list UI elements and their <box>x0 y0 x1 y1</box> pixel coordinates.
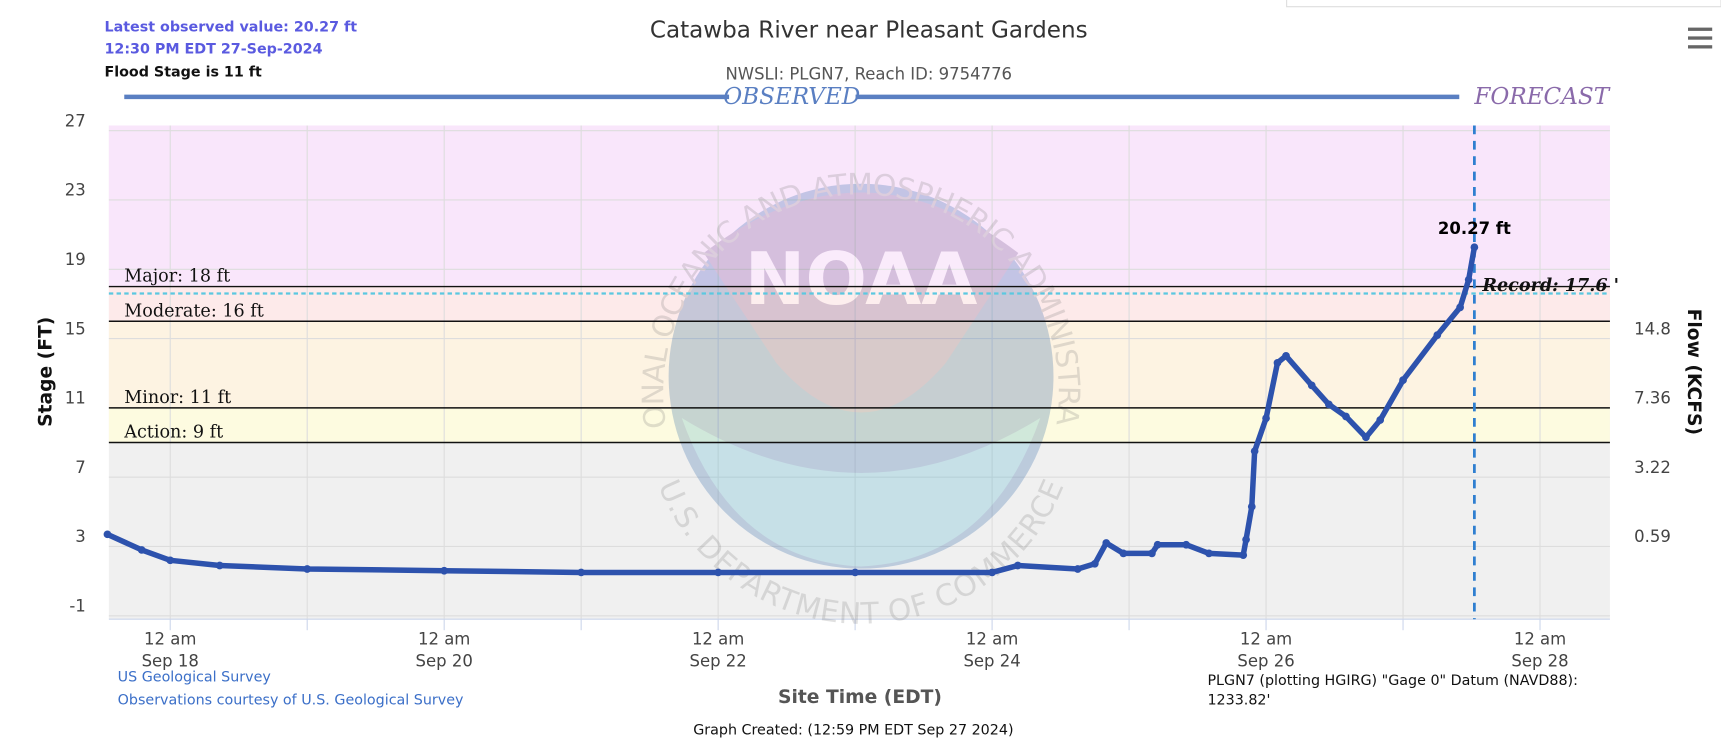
latest-time: 12:30 PM EDT 27-Sep-2024 <box>104 42 322 58</box>
data-point <box>1342 412 1350 421</box>
y-tick-label: 3 <box>75 527 85 546</box>
x-tick-label: 12 am <box>692 630 744 649</box>
x-tick-label: 12 am <box>144 630 196 649</box>
y2-axis-label: Flow (KCFS) <box>1683 309 1704 435</box>
data-point <box>103 530 112 539</box>
menu-bar <box>1688 36 1713 40</box>
y2-tick-label: 3.22 <box>1634 458 1671 477</box>
y2-tick-label: 14.8 <box>1634 319 1671 338</box>
data-point <box>1182 540 1191 549</box>
data-point <box>1456 303 1464 312</box>
data-label: 20.27 ft <box>1438 219 1511 238</box>
data-point <box>1433 331 1442 339</box>
data-point <box>1148 549 1156 558</box>
logo-text: NOAA <box>745 238 978 322</box>
data-point <box>1153 540 1162 549</box>
flood-label: Moderate: 16 ft <box>124 301 264 321</box>
flood-band <box>108 321 1610 408</box>
observed-label: OBSERVED <box>723 84 860 110</box>
chart-subtitle: NWSLI: PLGN7, Reach ID: 9754776 <box>725 64 1012 83</box>
data-point <box>1470 243 1479 252</box>
y-tick-label: 7 <box>75 458 85 477</box>
record-label: Record: 17.6 ' <box>1481 275 1619 296</box>
x-tick-date: Sep 20 <box>416 652 473 671</box>
x-tick-label: 12 am <box>966 630 1018 649</box>
data-point <box>440 566 449 575</box>
y-tick-label: 27 <box>65 111 86 130</box>
credit-link[interactable]: US Geological Survey <box>118 670 272 686</box>
menu-bar <box>1688 27 1713 31</box>
data-point <box>714 568 722 577</box>
data-point <box>577 568 586 577</box>
menu-button[interactable] <box>1688 27 1713 49</box>
credit-link[interactable]: Observations courtesy of U.S. Geological… <box>118 693 464 709</box>
data-point <box>1250 447 1259 456</box>
y-tick-label: 19 <box>65 250 86 269</box>
flood-label: Minor: 11 ft <box>124 388 231 408</box>
logo-bird <box>703 192 1019 413</box>
data-point <box>1239 551 1248 559</box>
x-tick-date: Sep 24 <box>963 652 1020 671</box>
x-tick-date: Sep 22 <box>689 652 746 671</box>
data-point <box>851 568 859 577</box>
y2-tick-label: 7.36 <box>1634 389 1671 408</box>
data-point <box>1376 416 1385 424</box>
data-point <box>1073 565 1082 573</box>
x-tick-label: 12 am <box>418 630 470 649</box>
y-tick-label: 11 <box>65 389 86 408</box>
data-point <box>1247 502 1256 511</box>
flood-stage-note: Flood Stage is 11 ft <box>104 65 262 81</box>
y2-tick-label: 0.59 <box>1634 527 1671 546</box>
data-point <box>303 565 312 573</box>
data-point <box>1119 549 1128 558</box>
data-point <box>1242 535 1250 544</box>
datum-note: 1233.82' <box>1207 693 1270 709</box>
data-point <box>1013 561 1022 570</box>
data-point <box>1362 433 1370 442</box>
x-tick-label: 12 am <box>1514 630 1566 649</box>
y-tick-label: -1 <box>69 596 85 615</box>
flood-band <box>108 286 1610 322</box>
data-point <box>1262 414 1270 423</box>
logo-circle <box>668 183 1054 569</box>
datum-note: PLGN7 (plotting HGIRG) "Gage 0" Datum (N… <box>1207 673 1577 689</box>
data-point <box>1090 559 1099 568</box>
latest-value: Latest observed value: 20.27 ft <box>104 20 357 36</box>
data-point <box>988 568 996 577</box>
data-point <box>215 561 224 570</box>
y-tick-label: 23 <box>65 181 86 200</box>
flood-label: Major: 18 ft <box>124 267 230 287</box>
x-axis-label: Site Time (EDT) <box>778 687 942 708</box>
data-point <box>1273 358 1282 367</box>
x-tick-label: 12 am <box>1240 630 1292 649</box>
forecast-label: FORECAST <box>1473 84 1610 110</box>
data-point <box>1307 381 1316 390</box>
flood-band <box>108 407 1610 443</box>
menu-bar <box>1688 45 1713 49</box>
panel-edge <box>1286 0 1721 8</box>
y-tick-label: 15 <box>65 319 86 338</box>
y-axis-label: Stage (FT) <box>36 317 57 427</box>
x-tick-date: Sep 26 <box>1237 652 1294 671</box>
data-point <box>1324 400 1333 409</box>
data-point <box>1205 549 1213 558</box>
chart-title: Catawba River near Pleasant Gardens <box>650 17 1088 43</box>
data-point <box>137 546 146 554</box>
data-point <box>1464 275 1473 284</box>
data-point <box>166 556 175 565</box>
flood-band <box>108 125 1610 287</box>
data-point <box>1282 352 1290 360</box>
plot-foreground: Major: 18 ft Moderate: 16 ft Minor: 11 ft A… <box>103 125 1619 620</box>
x-tick-date: Sep 18 <box>142 652 199 671</box>
data-point <box>1102 539 1111 547</box>
x-tick-date: Sep 28 <box>1511 652 1568 671</box>
logo-wave <box>681 417 1041 567</box>
data-point <box>1399 376 1407 384</box>
flood-label: Action: 9 ft <box>123 423 223 443</box>
created-note: Graph Created: (12:59 PM EDT Sep 27 2024… <box>693 722 1013 738</box>
